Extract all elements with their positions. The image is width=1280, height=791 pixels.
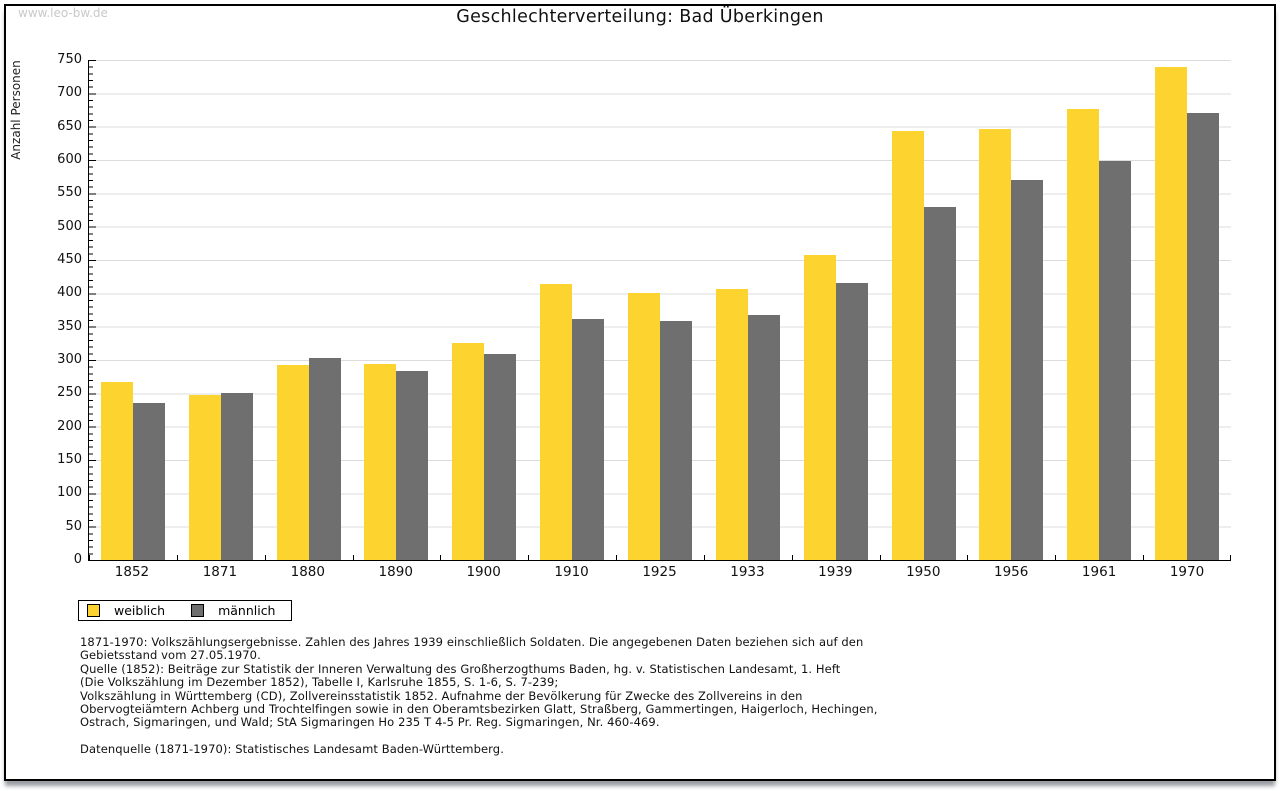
x-tick-label: 1956 [994,564,1029,580]
footer-line: Obervogteiämtern Achberg und Trochtelfin… [80,702,878,717]
x-tick-label: 1933 [730,564,765,580]
y-tick-label: 200 [57,418,82,434]
legend: weiblich männlich [78,600,293,621]
footer-line: (Die Volkszählung im Dezember 1852), Tab… [80,675,559,690]
bar-weiblich [1155,67,1188,560]
y-axis-tick-labels: 0 50 100 150 200 250 300 350 400 450 500 550 600 650 7… [0,0,82,600]
bar-weiblich [1067,108,1100,560]
bar-group [791,60,880,560]
x-tick-label: 1871 [202,564,238,580]
footer-line: Datenquelle (1871-1970): Statistisches L… [80,742,504,757]
x-tick-label: 1880 [290,564,325,580]
y-axis-major-ticks [89,60,96,560]
y-tick-label: 400 [57,285,82,301]
bar-maennlich [396,370,429,560]
bar-group [440,60,528,560]
x-tick-label: 1950 [906,564,941,580]
bar-maennlich [484,354,517,560]
y-tick-label: 150 [57,452,82,467]
y-tick-label: 750 [57,52,82,67]
x-tick-label: 1900 [466,564,501,580]
x-tick-label: 1961 [1081,564,1117,580]
bar-maennlich [835,282,868,560]
chart-title: Geschlechterverteilung: Bad Überkingen [456,7,824,27]
x-tick-label: 1910 [554,564,589,580]
bar-group [1143,60,1231,560]
bar-group [879,60,968,560]
bar-weiblich [627,293,660,560]
x-tick-label: 1925 [642,564,677,580]
bar-weiblich [276,365,309,560]
legend-swatch-weiblich [87,604,100,617]
y-tick-label: 500 [57,218,82,234]
bar-group [616,60,704,560]
y-tick-label: 700 [57,85,82,101]
y-tick-label: 650 [57,118,82,134]
footer-line: Ostrach, Sigmaringen, und Wald; StA Sigm… [80,715,660,730]
x-tick-label: 1939 [818,564,853,580]
footer-line: Volkszählung in Württemberg (CD), Zollve… [80,688,803,703]
bar-maennlich [220,393,253,560]
legend-label-weiblich: weiblich [114,603,166,618]
bar-group [89,60,177,560]
y-tick-label: 450 [57,252,82,267]
bar-maennlich [659,320,692,560]
bar-maennlich [1099,161,1132,560]
bar-group [352,60,441,560]
bar-group [703,60,792,560]
bar-weiblich [979,128,1012,560]
bar-maennlich [923,206,956,560]
bar-group [528,60,616,560]
bar-weiblich [188,395,221,560]
plot-area [88,60,1231,561]
x-axis-tick-labels: 1852 1871 1880 1890 1900 1910 1925 1933 1939 1950… [88,564,1231,580]
y-tick-label: 0 [73,552,82,567]
legend-label-maennlich: männlich [218,603,276,618]
bar-maennlich [572,318,605,560]
bar-weiblich [540,284,573,560]
bar-maennlich [1187,113,1220,560]
footer-line: Gebietsstand vom 27.05.1970. [80,648,261,663]
bar-maennlich [747,314,780,560]
bar-group [967,60,1055,560]
bar-group [264,60,353,560]
bar-maennlich [308,358,341,560]
bar-maennlich [132,403,165,560]
footer-line: Quelle (1852): Beiträge zur Statistik de… [80,661,841,676]
bar-weiblich [100,382,133,560]
y-tick-label: 100 [57,485,82,501]
bar-weiblich [803,254,836,560]
bar-series-container [89,60,1231,560]
y-tick-label: 550 [57,185,82,201]
bar-maennlich [1011,180,1044,560]
footer-line [80,730,940,743]
y-tick-label: 600 [57,152,82,167]
x-tick-label: 1890 [378,564,413,580]
bar-weiblich [715,288,748,560]
bar-weiblich [891,131,924,560]
bar-group [1055,60,1143,560]
bar-group [176,60,265,560]
y-tick-label: 350 [57,318,82,334]
y-tick-label: 50 [65,518,82,534]
y-tick-label: 250 [57,385,82,401]
y-tick-label: 300 [57,352,82,367]
x-tick-label: 1852 [114,564,150,580]
legend-swatch-maennlich [191,604,205,617]
footer-line: 1871-1970: Volkszählungsergebnisse. Zahl… [80,635,864,649]
source-notes: 1871-1970: Volkszählungsergebnisse. Zahl… [80,635,940,757]
bar-weiblich [452,342,485,560]
bar-weiblich [364,364,397,560]
watermark: www.leo-bw.de [18,6,108,20]
x-tick-label: 1970 [1169,564,1205,580]
